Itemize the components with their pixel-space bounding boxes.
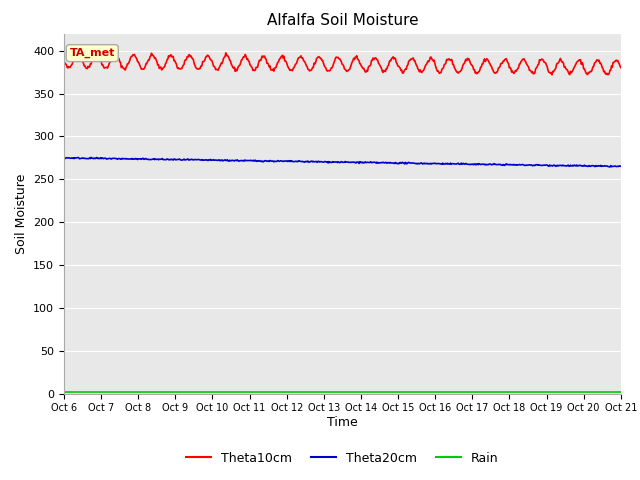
Title: Alfalfa Soil Moisture: Alfalfa Soil Moisture xyxy=(267,13,418,28)
Text: TA_met: TA_met xyxy=(70,48,115,58)
Legend: Theta10cm, Theta20cm, Rain: Theta10cm, Theta20cm, Rain xyxy=(181,447,504,469)
Y-axis label: Soil Moisture: Soil Moisture xyxy=(15,173,28,254)
X-axis label: Time: Time xyxy=(327,416,358,429)
